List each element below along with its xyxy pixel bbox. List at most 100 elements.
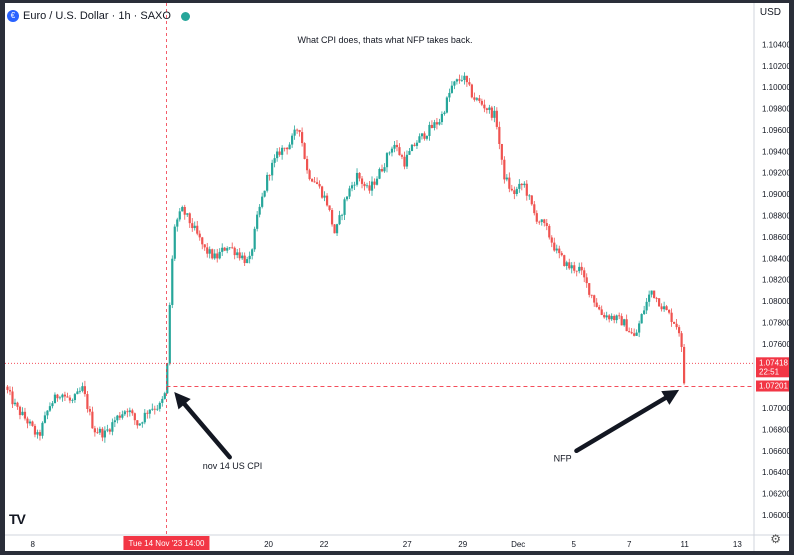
candle-body <box>338 215 341 225</box>
candle-body <box>533 204 536 214</box>
candle-body <box>558 248 561 254</box>
candle-body <box>535 213 538 222</box>
candle-body <box>73 394 77 401</box>
candle-body <box>630 332 633 334</box>
candle-body <box>398 147 401 156</box>
candle-body <box>266 174 269 191</box>
candle-body <box>171 258 174 305</box>
candle-body <box>595 302 598 307</box>
candle-body <box>548 225 551 238</box>
price-level-tag <box>756 357 789 378</box>
candle-body <box>88 409 91 412</box>
candle-body <box>256 214 259 229</box>
candle-body <box>365 185 369 187</box>
annotation-arrow-head <box>174 391 191 410</box>
candle-body <box>655 298 658 299</box>
candle-body <box>76 391 79 395</box>
candle-body <box>375 178 379 185</box>
candle-body <box>423 133 426 139</box>
candle-body <box>328 205 331 211</box>
candle-body <box>673 321 676 324</box>
candle-body <box>378 169 381 179</box>
candle-body <box>286 147 289 150</box>
candle-body <box>623 319 626 326</box>
candle-body <box>271 162 274 176</box>
candle-body <box>138 423 141 426</box>
x-tick-label: 22 <box>320 540 329 549</box>
candle-body <box>108 429 111 432</box>
candle-body <box>66 396 69 398</box>
candle-body <box>158 402 161 409</box>
candle-body <box>610 315 613 320</box>
candle-body <box>560 253 563 256</box>
candle-body <box>458 79 461 81</box>
candle-body <box>56 394 59 399</box>
candle-body <box>525 183 528 196</box>
candle-body <box>58 397 62 399</box>
candle-body <box>490 107 493 118</box>
candle-body <box>28 421 32 424</box>
candle-body <box>6 386 9 390</box>
candle-body <box>136 420 139 426</box>
y-tick-label: 1.10400 <box>762 40 789 49</box>
candles <box>6 72 686 443</box>
candle-body <box>485 108 488 110</box>
candle-body <box>670 312 673 322</box>
candle-body <box>600 309 603 315</box>
candle-body <box>633 333 636 336</box>
y-tick-label: 1.08600 <box>762 233 789 242</box>
candle-body <box>241 255 244 259</box>
candle-body <box>221 247 224 252</box>
candle-body <box>278 151 281 155</box>
annotation-arrow-head <box>661 389 680 405</box>
candle-body <box>353 184 356 186</box>
candle-body <box>400 155 404 157</box>
x-tick-label: 27 <box>403 540 412 549</box>
annotation-arrow-shaft <box>574 395 668 454</box>
candle-body <box>281 147 284 155</box>
currency-label[interactable]: USD <box>759 7 781 18</box>
x-tick-label: 13 <box>733 540 742 549</box>
chart-title: What CPI does, thats what NFP takes back… <box>298 35 473 45</box>
candle-body <box>395 144 399 148</box>
candle-body <box>498 126 501 144</box>
euro-flag-icon: € <box>7 10 19 22</box>
candle-body <box>470 84 473 98</box>
candle-body <box>98 428 101 433</box>
candle-body <box>348 188 351 197</box>
y-tick-label: 1.06600 <box>762 447 789 456</box>
y-tick-label: 1.10200 <box>762 62 789 71</box>
candle-body <box>425 135 429 139</box>
candle-body <box>258 206 261 215</box>
candle-body <box>430 124 434 128</box>
chart-area[interactable]: 1.10400 1.10200 1.10000 1.09800 1.09600 1.094… <box>5 3 789 551</box>
candle-body <box>71 400 74 401</box>
annotation-label: nov 14 US CPI <box>203 461 263 471</box>
candle-body <box>151 408 154 410</box>
candle-body <box>243 255 246 264</box>
candle-body <box>473 97 476 100</box>
candle-body <box>141 422 144 424</box>
candle-body <box>668 310 671 313</box>
candle-body <box>253 228 256 250</box>
candle-body <box>333 224 336 234</box>
candle-body <box>68 397 72 401</box>
candle-body <box>305 158 309 171</box>
candle-body <box>660 306 663 310</box>
candle-body <box>206 247 209 254</box>
candle-body <box>61 394 64 398</box>
candle-body <box>593 295 596 303</box>
gear-icon[interactable]: ⚙ <box>770 532 781 546</box>
candle-body <box>555 248 558 251</box>
candle-body <box>385 153 389 168</box>
candle-body <box>13 402 17 405</box>
candle-body <box>273 158 276 163</box>
candle-body <box>455 79 458 82</box>
tradingview-logo[interactable]: TV <box>9 511 26 527</box>
candle-body <box>643 310 646 315</box>
candle-body <box>228 247 231 249</box>
symbol-legend[interactable]: € Euro / U.S. Dollar · 1h · SAXO <box>7 6 190 26</box>
candle-body <box>448 92 451 98</box>
candle-body <box>116 415 119 421</box>
chart-svg[interactable]: 1.10400 1.10200 1.10000 1.09800 1.09600 1.094… <box>5 3 789 551</box>
